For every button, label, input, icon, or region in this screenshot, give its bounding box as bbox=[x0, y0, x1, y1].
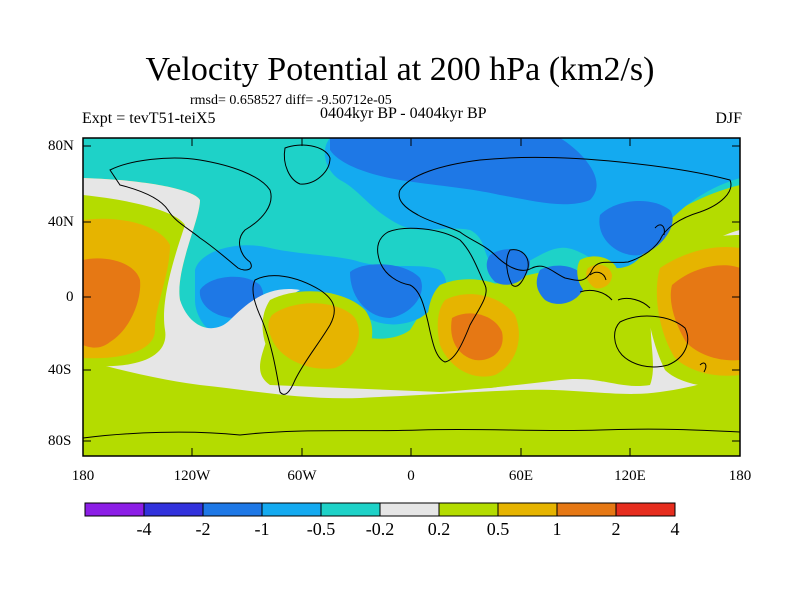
season-label: DJF bbox=[715, 110, 742, 127]
lon-label-0: 0 bbox=[407, 468, 415, 484]
australia-outline bbox=[614, 315, 689, 368]
contour-blue-pacific bbox=[599, 200, 673, 256]
contour-orange-atlantic bbox=[268, 303, 359, 369]
new-zealand-outline bbox=[699, 362, 707, 373]
colorbar-swatch-8 bbox=[556, 502, 617, 517]
eurasia-outline bbox=[398, 156, 732, 281]
axis-ticks bbox=[83, 138, 740, 456]
colorbar-swatch-2 bbox=[202, 502, 263, 517]
greenland-outline bbox=[283, 144, 331, 185]
coastlines bbox=[83, 144, 740, 439]
experiment-label: Expt = tevT51-teiX5 bbox=[82, 110, 216, 127]
lon-label-120e: 120E bbox=[614, 468, 646, 484]
lon-label-120w: 120W bbox=[173, 468, 211, 484]
colorbar-label-neg4: -4 bbox=[136, 519, 152, 539]
lon-label-60e: 60E bbox=[508, 468, 534, 484]
japan-outline bbox=[654, 224, 665, 236]
colorbar-swatch-7 bbox=[497, 502, 558, 517]
colorbar-swatch-5 bbox=[379, 502, 440, 517]
period-label: 0404kyr BP - 0404kyr BP bbox=[320, 105, 487, 122]
colorbar bbox=[84, 502, 676, 517]
antarctica-outline bbox=[83, 428, 740, 439]
contour-blue-eurasia bbox=[330, 138, 597, 205]
colorbar-swatch-9 bbox=[615, 502, 676, 517]
colorbar-label-neg02: -0.2 bbox=[365, 519, 395, 539]
lat-label-80n: 80N bbox=[48, 138, 74, 154]
colorbar-label-02: 0.2 bbox=[427, 519, 451, 539]
contour-positive-south bbox=[83, 420, 740, 456]
colorbar-swatch-4 bbox=[320, 502, 381, 517]
lat-label-40s: 40S bbox=[48, 362, 72, 378]
plot-title: Velocity Potential at 200 hPa (km2/s) bbox=[145, 51, 655, 88]
colorbar-swatch-1 bbox=[143, 502, 204, 517]
contour-blue-africa bbox=[350, 264, 422, 318]
colorbar-label-neg2: -2 bbox=[195, 519, 211, 539]
lat-label-80s: 80S bbox=[48, 433, 72, 449]
colorbar-label-2: 2 bbox=[611, 519, 621, 539]
lat-label-40n: 40N bbox=[48, 214, 74, 230]
colorbar-label-4: 4 bbox=[670, 519, 680, 539]
africa-outline bbox=[377, 227, 487, 363]
colorbar-label-05: 0.5 bbox=[486, 519, 510, 539]
stats-line: rmsd= 0.658527 diff= -9.50712e-05 bbox=[190, 93, 392, 108]
contour-neutral-westpac bbox=[83, 178, 740, 456]
colorbar-swatch-3 bbox=[261, 502, 322, 517]
lon-label-60w: 60W bbox=[287, 468, 317, 484]
colorbar-swatch-0 bbox=[84, 502, 145, 517]
contour-dark-orange-westpac bbox=[83, 258, 141, 348]
lon-label-180w: 180 bbox=[71, 468, 95, 484]
contour-orange-asia bbox=[586, 264, 612, 289]
south-america-outline bbox=[252, 275, 335, 395]
maritime-islands-outline bbox=[579, 271, 651, 309]
lon-label-180e: 180 bbox=[728, 468, 752, 484]
colorbar-swatch-6 bbox=[438, 502, 499, 517]
india-outline bbox=[506, 249, 529, 287]
north-america-outline bbox=[109, 157, 272, 271]
contour-dark-orange-indian bbox=[451, 313, 503, 361]
colorbar-label-neg1: -1 bbox=[254, 519, 270, 539]
contour-positive-midlat bbox=[83, 360, 740, 420]
colorbar-label-1: 1 bbox=[552, 519, 562, 539]
lat-label-eq: 0 bbox=[66, 289, 74, 305]
colorbar-label-neg05: -0.5 bbox=[306, 519, 336, 539]
contour-field bbox=[83, 138, 740, 456]
contour-blue-asia bbox=[536, 265, 585, 304]
